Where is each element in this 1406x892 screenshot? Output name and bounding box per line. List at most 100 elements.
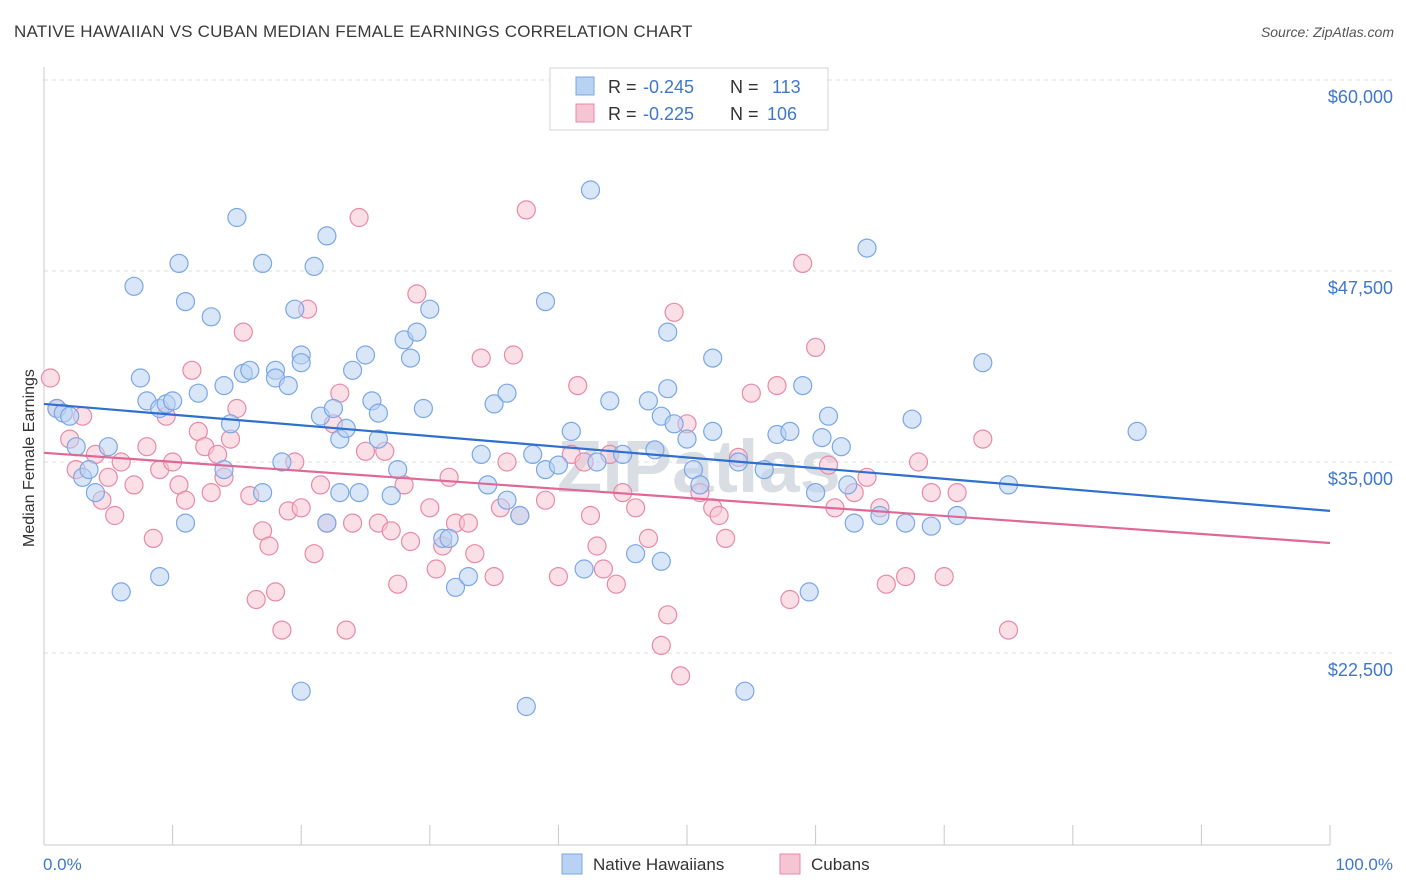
scatter-point (895, 566, 916, 587)
scatter-point (272, 452, 292, 472)
x-tick-label-max: 100.0% (1335, 855, 1393, 874)
scatter-point (175, 292, 196, 312)
scatter-point (703, 348, 723, 368)
scatter-point (458, 513, 478, 533)
scatter-point (182, 360, 202, 380)
scatter-point (349, 207, 369, 228)
scatter-point (220, 414, 241, 434)
scatter-point (143, 528, 163, 549)
scatter-point (658, 379, 678, 399)
scatter-point (304, 256, 324, 276)
scatter-point (458, 566, 478, 587)
scatter-point (317, 226, 337, 246)
y-axis-title: Median Female Earnings (21, 369, 38, 547)
scatter-point (66, 437, 86, 457)
scatter-point (368, 403, 388, 423)
scatter-point (670, 666, 691, 686)
scatter-point (278, 376, 298, 396)
scatter-point (709, 505, 729, 526)
scatter-point (780, 421, 800, 441)
scatter-point (445, 577, 466, 597)
scatter-point (111, 452, 131, 472)
scatter-point (349, 483, 369, 503)
scatter-point (413, 398, 433, 419)
scatter-point (587, 452, 607, 472)
scatter-point (426, 559, 446, 579)
legend-n-value-2: 106 (767, 104, 797, 124)
scatter-point (503, 345, 524, 365)
scatter-point (651, 635, 671, 656)
scatter-point (870, 505, 890, 526)
scatter-point (484, 566, 504, 587)
scatter-point (98, 437, 118, 457)
legend-r-value-1: -0.245 (643, 77, 694, 97)
scatter-point (947, 483, 967, 503)
scatter-point (651, 551, 671, 571)
scatter-point (664, 302, 684, 322)
scatter-point (613, 444, 633, 464)
scatter-point (214, 376, 234, 396)
scatter-point (690, 475, 710, 495)
scatter-point (741, 383, 761, 403)
scatter-point (895, 513, 916, 533)
scatter-point (973, 429, 993, 449)
scatter-point (973, 353, 993, 373)
scatter-point (574, 559, 594, 579)
scatter-point (471, 444, 491, 464)
bottom-legend-swatch-native-hawaiians (561, 853, 583, 875)
scatter-point (465, 544, 485, 564)
scatter-point (336, 620, 356, 640)
scatter-point (921, 483, 941, 503)
legend-bottom: Native Hawaiians Cubans (561, 853, 870, 875)
y-tick-labels: $22,500 $35,000 $47,500 $60,000 (1328, 87, 1393, 680)
scatter-point (343, 513, 363, 533)
scatter-point (355, 345, 376, 365)
scatter-point (169, 253, 189, 273)
scatter-point (780, 589, 800, 610)
scatter-point (60, 406, 80, 426)
trend-line-cubans (43, 451, 1331, 545)
scatter-point (253, 253, 273, 273)
scatter-point (516, 696, 536, 717)
scatter-point (523, 444, 543, 464)
scatter-point (805, 337, 826, 357)
scatter-point (310, 475, 331, 495)
scatter-point (934, 566, 954, 587)
scatter-point (163, 391, 183, 411)
legend-n-value-1: 113 (772, 77, 801, 97)
scatter-point (233, 322, 253, 342)
scatter-point (355, 441, 376, 461)
scatter-point (805, 483, 826, 503)
scatter-point (368, 429, 388, 449)
bottom-legend-swatch-cubans (779, 853, 801, 875)
scatter-point (838, 475, 858, 495)
scatter-point (291, 681, 311, 701)
trend-lines (43, 402, 1331, 545)
scatter-point (201, 307, 221, 327)
legend-swatch-cubans (575, 103, 595, 123)
scatter-point (79, 460, 99, 480)
scatter-point (130, 368, 150, 388)
scatter-point (124, 276, 144, 296)
y-tick-label: $47,500 (1328, 278, 1393, 298)
scatter-point (214, 460, 234, 480)
scatter-point (799, 582, 819, 602)
scatter-point (471, 348, 491, 368)
y-tick-label: $60,000 (1328, 87, 1393, 107)
scatter-point (343, 360, 363, 380)
bottom-legend-label-native-hawaiians: Native Hawaiians (593, 855, 724, 874)
legend-swatch-native-hawaiians (575, 76, 595, 96)
scatter-point (137, 437, 157, 457)
scatter-point (793, 253, 813, 273)
scatter-point (844, 513, 864, 533)
scatter-point (420, 299, 440, 319)
legend-r-label-1: R = (608, 77, 637, 97)
legend-top: R = -0.245 N = 113 R = -0.225 N = 106 (549, 67, 829, 131)
scatter-point (407, 322, 427, 342)
scatter-point (535, 292, 556, 312)
chart-title: NATIVE HAWAIIAN VS CUBAN MEDIAN FEMALE E… (14, 22, 693, 41)
scatter-point (510, 505, 530, 526)
scatter-point (735, 681, 755, 701)
scatter-point (703, 421, 723, 441)
scatter-point (201, 483, 221, 503)
